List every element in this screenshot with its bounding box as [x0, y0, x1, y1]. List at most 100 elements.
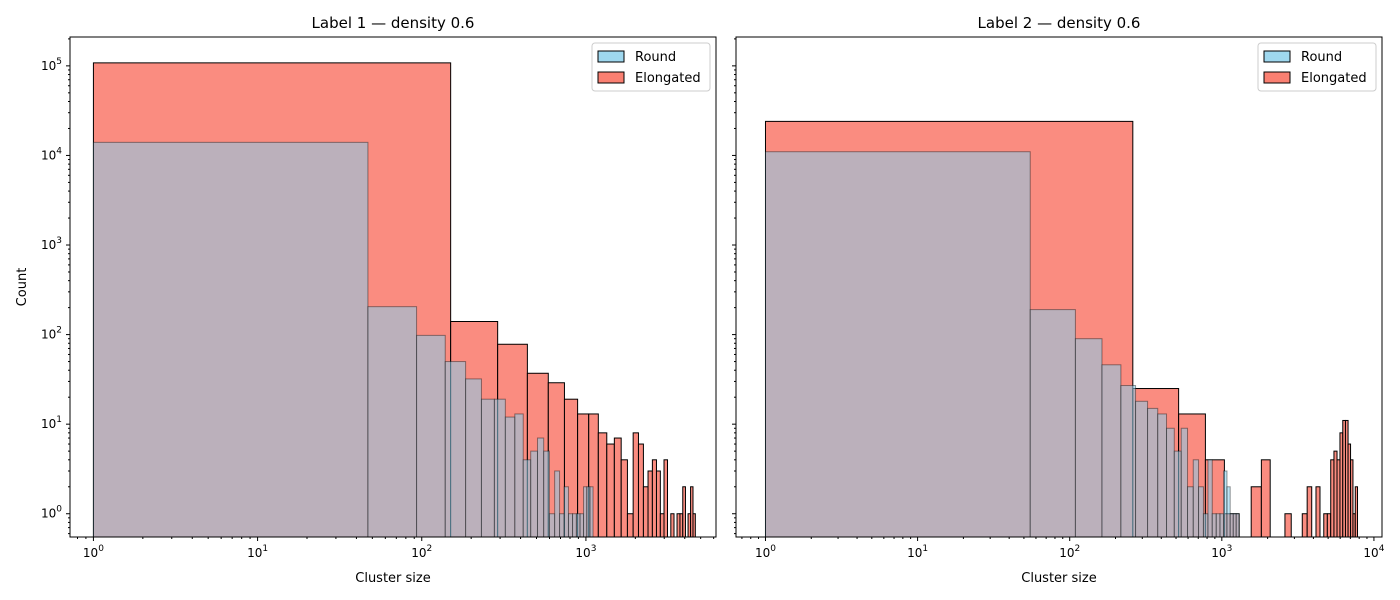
bar-elongated [597, 432, 608, 538]
bar-round [493, 398, 506, 538]
bar-elongated [637, 443, 644, 538]
bar-elongated [620, 459, 628, 538]
bar-round [572, 513, 577, 538]
x-tick-label: 103 [575, 544, 596, 560]
plot-frame [69, 36, 717, 538]
bar-round [1173, 450, 1182, 538]
bar-round [1192, 459, 1200, 538]
bar-round [367, 306, 418, 538]
x-tick-label: 100 [83, 544, 104, 560]
bar-round [1198, 486, 1204, 538]
x-tick-label: 101 [247, 544, 268, 560]
bar-elongated [1315, 486, 1321, 538]
legend-swatch-round [597, 50, 625, 63]
x-tick-label: 100 [755, 544, 776, 560]
bar-elongated [670, 513, 675, 538]
bar-round [1166, 427, 1175, 538]
bar-elongated [606, 443, 615, 538]
legend-label-elongated: Elongated [1301, 71, 1367, 86]
legend-swatch-elongated [597, 71, 625, 84]
bar-round [536, 437, 545, 538]
bar-round [589, 486, 594, 538]
bar-round [522, 459, 532, 538]
legend-label-elongated: Elongated [635, 71, 701, 86]
x-tick-label: 103 [1211, 544, 1232, 560]
legend: Round Elongated [591, 42, 711, 92]
bar-round [575, 513, 581, 538]
bar-round [1202, 513, 1209, 538]
x-tick-label: 102 [1059, 544, 1080, 560]
bar-elongated [1354, 486, 1359, 538]
bar-round [514, 413, 524, 538]
bar-elongated [682, 486, 686, 538]
bar-round [480, 398, 495, 538]
bar-round [465, 378, 482, 538]
x-tick-label: 104 [1363, 544, 1384, 560]
bar-elongated [659, 513, 665, 538]
bar-round [444, 361, 467, 538]
x-axis-label: Cluster size [355, 571, 430, 586]
x-tick-label: 101 [907, 544, 928, 560]
x-axis-label: Cluster size [1021, 571, 1096, 586]
x-tick-label: 102 [411, 544, 432, 560]
y-tick-label: 101 [41, 415, 62, 431]
bar-round [559, 513, 565, 538]
y-tick-label: 100 [41, 505, 62, 521]
bar-round [567, 513, 574, 538]
legend: Round Elongated [1257, 42, 1377, 92]
series-round [764, 151, 1240, 538]
bar-round [579, 513, 585, 538]
bar-elongated [655, 470, 661, 538]
bar-round [1101, 364, 1122, 538]
bar-round [1135, 400, 1149, 538]
bar-round [1215, 513, 1221, 538]
y-axis-label: Count [15, 268, 30, 307]
bar-round [504, 416, 516, 538]
bar-elongated [1326, 513, 1332, 538]
bar-round [548, 513, 556, 538]
bar-elongated [692, 513, 696, 538]
bar-elongated [642, 486, 649, 538]
bar-round [1029, 309, 1076, 538]
bar-elongated [613, 437, 622, 538]
bar-elongated [647, 470, 653, 538]
bar-elongated [1260, 459, 1271, 538]
bar-round [543, 450, 550, 538]
legend-label-round: Round [635, 50, 676, 65]
legend-label-round: Round [1301, 50, 1342, 65]
bar-round [1074, 338, 1103, 538]
chart-title: Label 1 — density 0.6 [312, 14, 475, 32]
bar-round [583, 486, 588, 538]
bar-round [416, 334, 446, 538]
bar-round [1219, 513, 1225, 538]
bar-elongated [1301, 513, 1308, 538]
y-tick-label: 102 [41, 326, 62, 342]
bar-round [92, 141, 369, 538]
bar-elongated [1250, 486, 1262, 538]
chart-panel-2: 100 101 102 103 104 Label 2 — density 0.6 Clus… [732, 14, 1385, 586]
bar-elongated [663, 459, 669, 538]
bar-elongated [1306, 486, 1313, 538]
bar-elongated [1284, 513, 1292, 538]
bar-round [764, 151, 1031, 538]
bar-round [563, 486, 569, 538]
bar-round [1211, 513, 1217, 538]
chart-title: Label 2 — density 0.6 [978, 14, 1141, 32]
bar-elongated [632, 432, 639, 538]
bar-round [1235, 513, 1240, 538]
bar-round [530, 450, 538, 538]
bar-elongated [1323, 513, 1328, 538]
bar-round [1147, 407, 1159, 538]
bar-round [1120, 385, 1137, 538]
bar-round [1187, 486, 1194, 538]
y-tick-label: 104 [41, 146, 62, 162]
chart-panel-1: 100 101 102 103 100 101 102 103 104 105 Label 1 — … [15, 14, 717, 586]
series-round [92, 141, 594, 538]
bar-round [1180, 427, 1189, 538]
y-tick-label: 105 [41, 57, 62, 73]
bar-elongated [651, 459, 657, 538]
bar-round [554, 470, 561, 538]
plot-frame [735, 36, 1383, 538]
bar-round [1207, 459, 1213, 538]
